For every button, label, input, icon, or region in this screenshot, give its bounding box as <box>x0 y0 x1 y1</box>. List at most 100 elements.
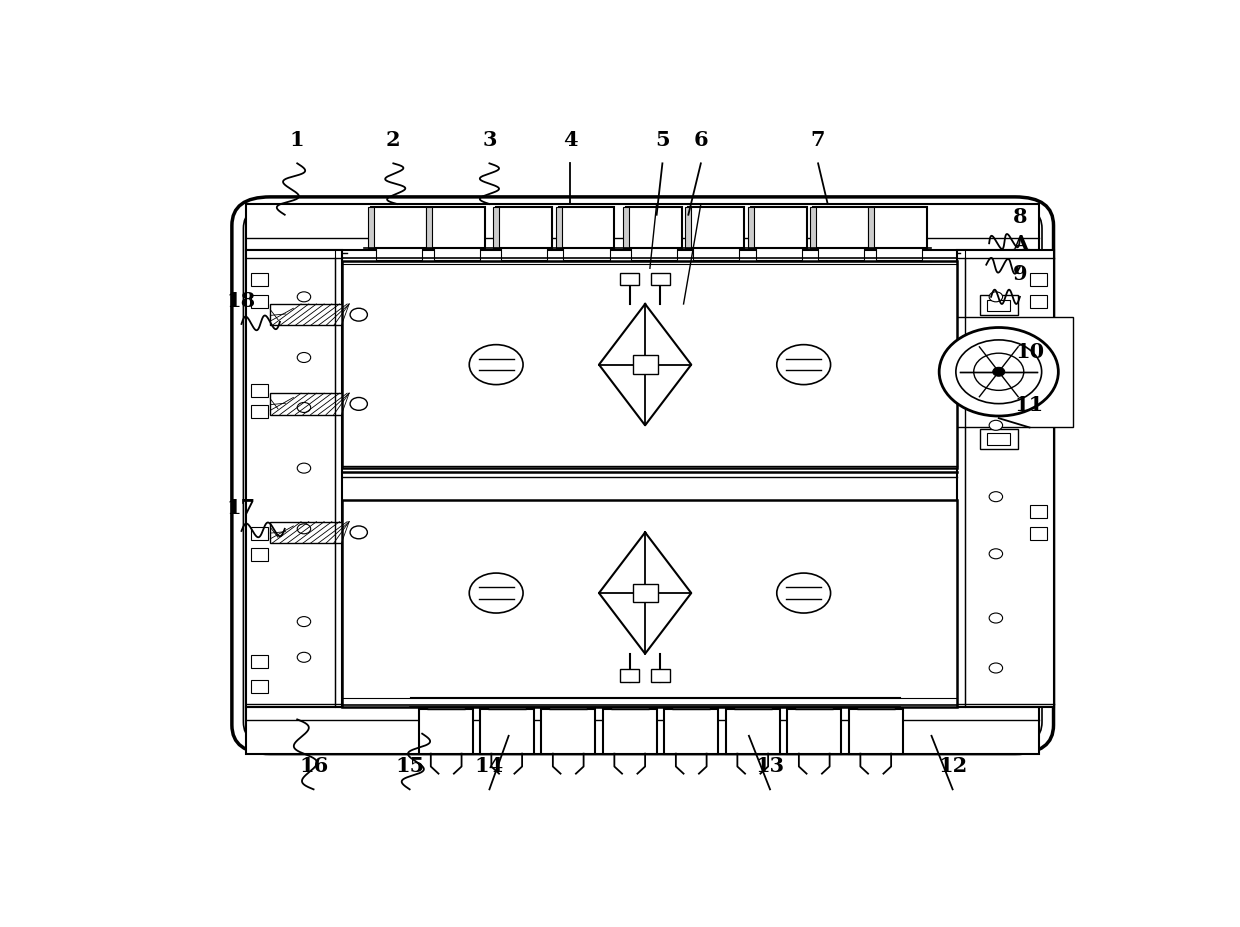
Circle shape <box>350 309 367 321</box>
Text: 4: 4 <box>563 131 578 150</box>
Bar <box>632 584 657 603</box>
Bar <box>678 692 704 699</box>
Bar <box>250 405 268 418</box>
Bar <box>247 204 1039 250</box>
Circle shape <box>298 524 311 534</box>
Bar <box>787 709 841 754</box>
Bar <box>875 248 921 260</box>
Circle shape <box>776 573 831 613</box>
Circle shape <box>298 292 311 302</box>
Bar <box>429 207 485 248</box>
Text: 10: 10 <box>1016 342 1044 362</box>
Bar <box>247 250 342 707</box>
Bar <box>371 207 427 248</box>
Bar <box>868 207 874 248</box>
Text: 3: 3 <box>482 131 497 150</box>
Circle shape <box>350 526 367 539</box>
Bar <box>556 207 562 248</box>
Bar <box>672 699 711 709</box>
Text: 16: 16 <box>299 756 329 777</box>
Bar <box>849 709 903 754</box>
Circle shape <box>298 464 311 473</box>
Text: 6: 6 <box>693 131 708 150</box>
Bar <box>688 207 744 248</box>
Bar <box>250 527 268 540</box>
Bar <box>686 207 691 248</box>
Bar <box>501 248 547 260</box>
Bar <box>270 393 350 414</box>
Bar <box>433 692 460 699</box>
Bar <box>620 669 640 682</box>
Bar <box>542 709 595 754</box>
Bar <box>350 389 358 418</box>
Bar <box>980 295 1018 314</box>
Circle shape <box>298 352 311 362</box>
Bar <box>632 355 657 374</box>
Bar <box>734 699 773 709</box>
Bar <box>987 299 1011 311</box>
Bar <box>626 207 682 248</box>
Bar <box>622 207 629 248</box>
Bar <box>549 699 588 709</box>
Circle shape <box>973 353 1024 390</box>
Bar <box>801 692 828 699</box>
Text: A: A <box>1012 234 1028 254</box>
Circle shape <box>298 402 311 413</box>
Bar <box>811 207 816 248</box>
Text: 2: 2 <box>386 131 401 150</box>
Bar <box>748 207 754 248</box>
Bar <box>250 655 268 668</box>
Bar <box>496 207 552 248</box>
Bar <box>487 699 526 709</box>
Bar <box>554 692 582 699</box>
Bar <box>651 669 670 682</box>
Bar <box>434 248 480 260</box>
Bar <box>693 248 739 260</box>
Bar <box>250 548 268 561</box>
Circle shape <box>990 420 1003 430</box>
Text: 17: 17 <box>227 498 255 518</box>
Bar <box>376 248 422 260</box>
Bar <box>755 248 802 260</box>
Text: 9: 9 <box>1013 264 1027 284</box>
Text: 12: 12 <box>937 756 967 777</box>
Bar <box>270 304 350 325</box>
Text: 14: 14 <box>475 756 503 777</box>
Bar <box>247 707 1039 754</box>
Bar <box>603 709 657 754</box>
Circle shape <box>298 616 311 627</box>
Bar <box>751 207 806 248</box>
Bar <box>980 429 1018 449</box>
Circle shape <box>469 345 523 385</box>
Text: 8: 8 <box>1013 207 1027 227</box>
Bar <box>342 501 957 707</box>
FancyBboxPatch shape <box>243 206 1042 745</box>
Text: 1: 1 <box>290 131 305 150</box>
Circle shape <box>939 327 1059 416</box>
Bar <box>1029 295 1047 308</box>
Bar <box>616 692 644 699</box>
Text: 11: 11 <box>1014 395 1044 414</box>
Circle shape <box>993 367 1004 376</box>
Circle shape <box>990 663 1003 673</box>
Bar <box>250 680 268 693</box>
Circle shape <box>990 549 1003 559</box>
Circle shape <box>298 653 311 662</box>
Circle shape <box>990 292 1003 302</box>
Bar <box>925 317 1073 426</box>
Bar <box>857 699 895 709</box>
Text: 18: 18 <box>227 291 255 311</box>
Text: 15: 15 <box>396 756 424 777</box>
Bar <box>665 709 718 754</box>
Bar <box>342 261 957 468</box>
Circle shape <box>990 491 1003 502</box>
Bar <box>957 250 1054 707</box>
Bar <box>494 692 521 699</box>
Bar <box>368 207 374 248</box>
Bar <box>250 384 268 397</box>
Bar <box>558 207 614 248</box>
Bar <box>818 248 864 260</box>
Bar <box>427 207 432 248</box>
Bar <box>350 518 358 547</box>
Bar <box>250 295 268 308</box>
